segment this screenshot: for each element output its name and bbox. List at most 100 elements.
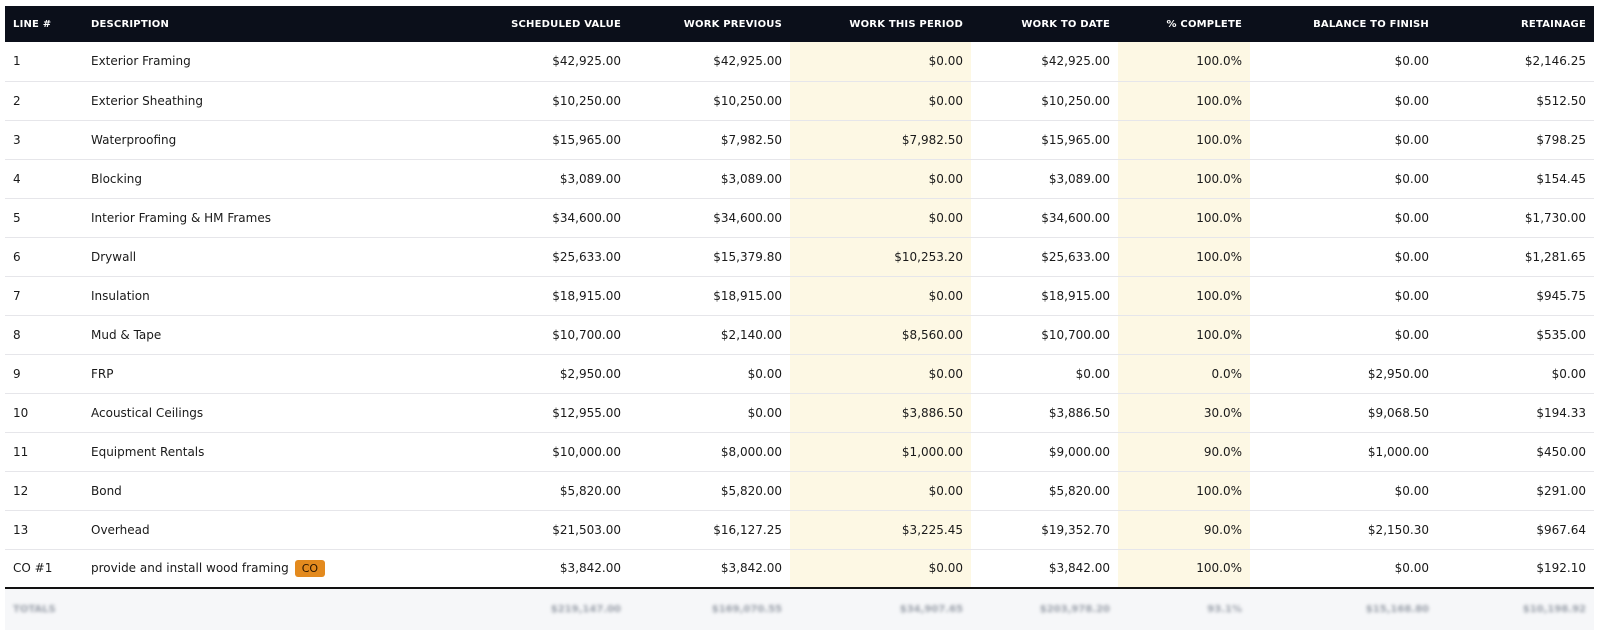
- percent-complete: 100.0%: [1118, 276, 1250, 315]
- work-this-period: $1,000.00: [790, 432, 971, 471]
- retainage: $194.33: [1536, 405, 1586, 420]
- table-row: 4 Blocking $3,089.00 $3,089.00 $0.00 $3,…: [5, 159, 1594, 198]
- balance-to-finish: $2,150.30: [1367, 522, 1429, 537]
- totals-retainage: $10,198.92: [1522, 604, 1586, 615]
- line-number: 2: [13, 93, 21, 108]
- scheduled-value: $42,925.00: [552, 54, 621, 69]
- balance-to-finish: $0.00: [1394, 327, 1429, 342]
- balance-to-finish: $1,000.00: [1367, 444, 1429, 459]
- col-line-number: LINE #: [13, 18, 52, 30]
- work-to-date: $0.00: [1075, 366, 1110, 381]
- description: Blocking: [91, 171, 143, 186]
- line-number: 12: [13, 483, 29, 498]
- retainage: $154.45: [1536, 171, 1586, 186]
- table-row: 13 Overhead $21,503.00 $16,127.25 $3,225…: [5, 510, 1594, 549]
- retainage: $2,146.25: [1524, 54, 1586, 69]
- scheduled-value: $3,089.00: [559, 171, 621, 186]
- scheduled-value: $18,915.00: [552, 288, 621, 303]
- scheduled-value: $2,950.00: [559, 366, 621, 381]
- work-previous: $5,820.00: [720, 483, 782, 498]
- balance-to-finish: $0.00: [1394, 132, 1429, 147]
- table-row: 5 Interior Framing & HM Frames $34,600.0…: [5, 198, 1594, 237]
- work-this-period: $0.00: [790, 42, 971, 81]
- work-this-period: $0.00: [790, 471, 971, 510]
- work-previous: $0.00: [747, 405, 782, 420]
- table-row: 3 Waterproofing $15,965.00 $7,982.50 $7,…: [5, 120, 1594, 159]
- description: provide and install wood framing: [91, 560, 289, 575]
- header-row: LINE # DESCRIPTION SCHEDULED VALUE WORK …: [5, 6, 1594, 42]
- retainage: $512.50: [1536, 93, 1586, 108]
- table-body: 1 Exterior Framing $42,925.00 $42,925.00…: [5, 42, 1594, 588]
- scheduled-value: $10,000.00: [552, 444, 621, 459]
- retainage: $1,281.65: [1524, 249, 1586, 264]
- work-previous: $8,000.00: [720, 444, 782, 459]
- line-number: 3: [13, 132, 21, 147]
- totals-balance-to-finish: $15,168.80: [1365, 604, 1429, 615]
- line-number: 9: [13, 366, 21, 381]
- table-row: 11 Equipment Rentals $10,000.00 $8,000.0…: [5, 432, 1594, 471]
- schedule-of-values-table: LINE # DESCRIPTION SCHEDULED VALUE WORK …: [5, 6, 1594, 630]
- work-previous: $3,089.00: [720, 171, 782, 186]
- description: Interior Framing & HM Frames: [91, 210, 271, 225]
- percent-complete: 30.0%: [1118, 393, 1250, 432]
- retainage: $192.10: [1536, 561, 1586, 576]
- work-previous: $7,982.50: [720, 132, 782, 147]
- balance-to-finish: $0.00: [1394, 561, 1429, 576]
- description: Overhead: [91, 522, 150, 537]
- work-to-date: $5,820.00: [1048, 483, 1110, 498]
- retainage: $798.25: [1536, 132, 1586, 147]
- work-to-date: $3,089.00: [1048, 171, 1110, 186]
- col-retainage: RETAINAGE: [1521, 18, 1586, 30]
- description: Exterior Sheathing: [91, 93, 203, 108]
- work-to-date: $25,633.00: [1041, 249, 1110, 264]
- table-row: 10 Acoustical Ceilings $12,955.00 $0.00 …: [5, 393, 1594, 432]
- totals-work-previous: $169,070.55: [711, 604, 782, 615]
- table-row: 2 Exterior Sheathing $10,250.00 $10,250.…: [5, 81, 1594, 120]
- line-number: CO #1: [13, 561, 53, 576]
- table-row: 9 FRP $2,950.00 $0.00 $0.00 $0.00 0.0% $…: [5, 354, 1594, 393]
- work-this-period: $0.00: [790, 159, 971, 198]
- scheduled-value: $10,700.00: [552, 327, 621, 342]
- work-previous: $34,600.00: [713, 210, 782, 225]
- percent-complete: 100.0%: [1118, 549, 1250, 588]
- percent-complete: 90.0%: [1118, 510, 1250, 549]
- totals-work-this-period: $34,907.65: [899, 604, 963, 615]
- work-this-period: $0.00: [790, 81, 971, 120]
- work-this-period: $10,253.20: [790, 237, 971, 276]
- work-to-date: $34,600.00: [1041, 210, 1110, 225]
- percent-complete: 0.0%: [1118, 354, 1250, 393]
- work-this-period: $7,982.50: [790, 120, 971, 159]
- work-previous: $42,925.00: [713, 54, 782, 69]
- retainage: $450.00: [1536, 444, 1586, 459]
- work-previous: $10,250.00: [713, 93, 782, 108]
- retainage: $967.64: [1536, 522, 1586, 537]
- table-row: 1 Exterior Framing $42,925.00 $42,925.00…: [5, 42, 1594, 81]
- line-number: 4: [13, 171, 21, 186]
- schedule-of-values: LINE # DESCRIPTION SCHEDULED VALUE WORK …: [5, 6, 1594, 630]
- percent-complete: 100.0%: [1118, 42, 1250, 81]
- work-to-date: $9,000.00: [1048, 444, 1110, 459]
- scheduled-value: $5,820.00: [559, 483, 621, 498]
- work-to-date: $19,352.70: [1041, 522, 1110, 537]
- col-work-to-date: WORK TO DATE: [1021, 18, 1110, 30]
- work-to-date: $10,250.00: [1041, 93, 1110, 108]
- work-this-period: $0.00: [790, 276, 971, 315]
- table-row: 7 Insulation $18,915.00 $18,915.00 $0.00…: [5, 276, 1594, 315]
- work-to-date: $42,925.00: [1041, 54, 1110, 69]
- description: Acoustical Ceilings: [91, 405, 204, 420]
- table-row: 8 Mud & Tape $10,700.00 $2,140.00 $8,560…: [5, 315, 1594, 354]
- balance-to-finish: $0.00: [1394, 288, 1429, 303]
- totals-work-to-date: $203,978.20: [1039, 604, 1110, 615]
- work-previous: $16,127.25: [713, 522, 782, 537]
- percent-complete: 100.0%: [1118, 198, 1250, 237]
- percent-complete: 100.0%: [1118, 81, 1250, 120]
- balance-to-finish: $0.00: [1394, 249, 1429, 264]
- totals-label: TOTALS: [13, 604, 56, 615]
- description: Waterproofing: [91, 132, 177, 147]
- work-previous: $0.00: [747, 366, 782, 381]
- col-percent-complete: % COMPLETE: [1166, 18, 1242, 30]
- work-previous: $2,140.00: [720, 327, 782, 342]
- description: Mud & Tape: [91, 327, 162, 342]
- work-to-date: $3,842.00: [1048, 561, 1110, 576]
- work-to-date: $10,700.00: [1041, 327, 1110, 342]
